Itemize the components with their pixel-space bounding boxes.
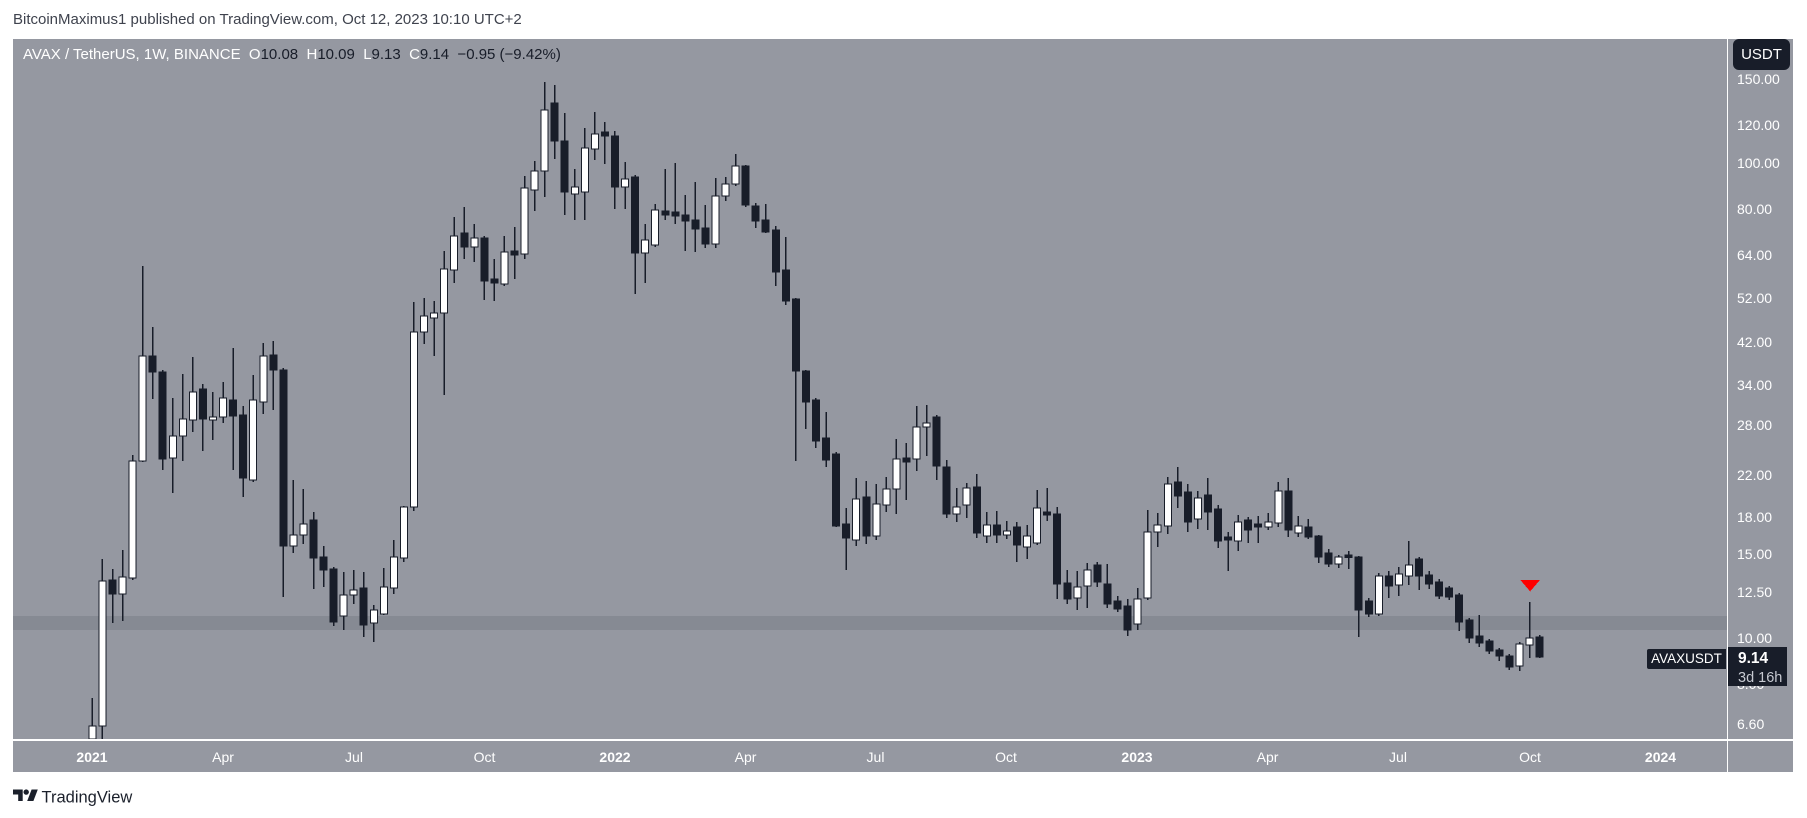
svg-text:TradingView: TradingView (42, 789, 133, 807)
